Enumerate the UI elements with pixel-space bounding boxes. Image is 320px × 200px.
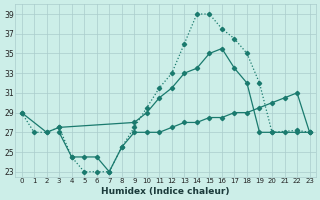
X-axis label: Humidex (Indice chaleur): Humidex (Indice chaleur)	[101, 187, 230, 196]
